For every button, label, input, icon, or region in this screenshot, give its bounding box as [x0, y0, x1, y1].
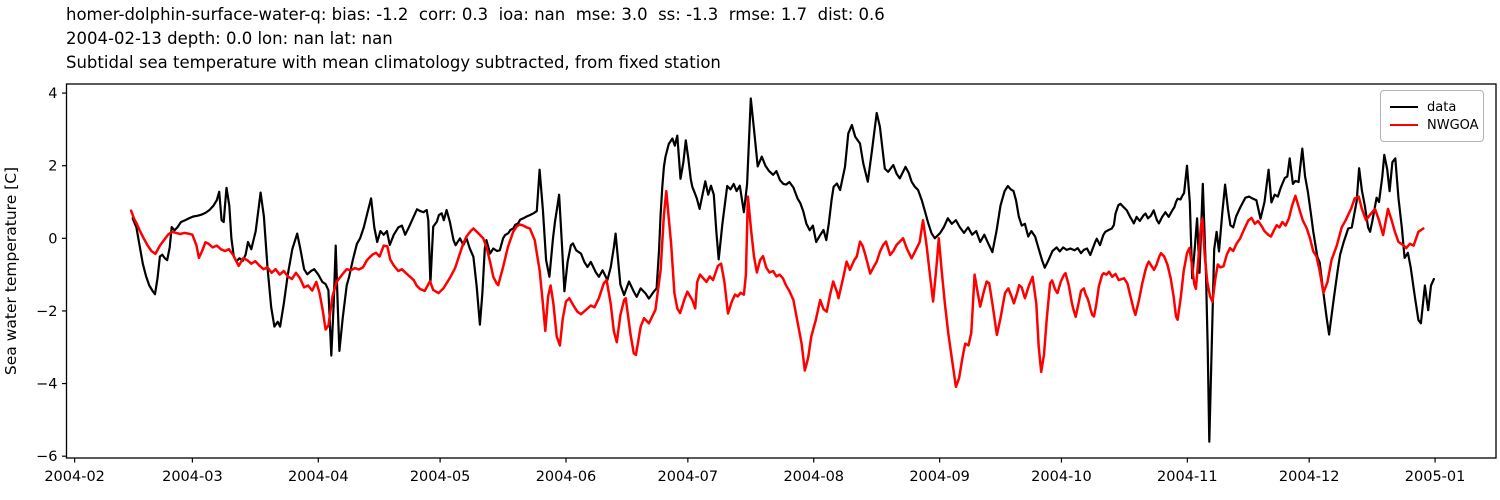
- data-line-swatch: [1390, 105, 1418, 109]
- title-metrics-line: homer-dolphin-surface-water-q: bias: -1.…: [66, 5, 885, 24]
- y-tick-label: −4: [36, 377, 57, 393]
- y-tick-label: −6: [36, 449, 57, 465]
- x-tick-label: 2004-05: [410, 469, 471, 485]
- legend-entry-data: data: [1390, 98, 1474, 116]
- y-tick-label: 4: [48, 86, 57, 102]
- y-tick-label: −2: [36, 304, 57, 320]
- x-tick-label: 2004-07: [658, 469, 719, 485]
- legend: data NWGOA: [1380, 90, 1484, 142]
- x-tick-label: 2004-06: [536, 469, 597, 485]
- title-date-line: 2004-02-13 depth: 0.0 lon: nan lat: nan: [66, 29, 393, 48]
- x-tick-label: 2004-12: [1279, 469, 1340, 485]
- y-axis-label: Sea water temperature [C]: [2, 167, 20, 375]
- x-tick-label: 2004-04: [288, 469, 349, 485]
- nwgoa-line-swatch: [1390, 123, 1418, 127]
- x-tick-label: 2004-08: [783, 469, 844, 485]
- x-tick-label: 2004-11: [1157, 469, 1218, 485]
- series-line-NWGOA: [129, 189, 1425, 389]
- x-tick-label: 2004-09: [909, 469, 970, 485]
- series-line-data: [131, 97, 1436, 443]
- title-description-line: Subtidal sea temperature with mean clima…: [66, 53, 721, 72]
- y-tick-label: 0: [48, 231, 57, 247]
- x-tick-label: 2004-03: [162, 469, 223, 485]
- axes-frame: [65, 83, 1497, 459]
- x-tick-label: 2004-10: [1031, 469, 1092, 485]
- x-tick-label: 2005-01: [1405, 469, 1466, 485]
- y-tick-label: 2: [48, 159, 57, 175]
- legend-entry-nwgoa: NWGOA: [1390, 116, 1479, 134]
- legend-label-nwgoa: NWGOA: [1427, 117, 1479, 133]
- legend-label-data: data: [1427, 99, 1457, 115]
- x-tick-label: 2004-02: [44, 469, 105, 485]
